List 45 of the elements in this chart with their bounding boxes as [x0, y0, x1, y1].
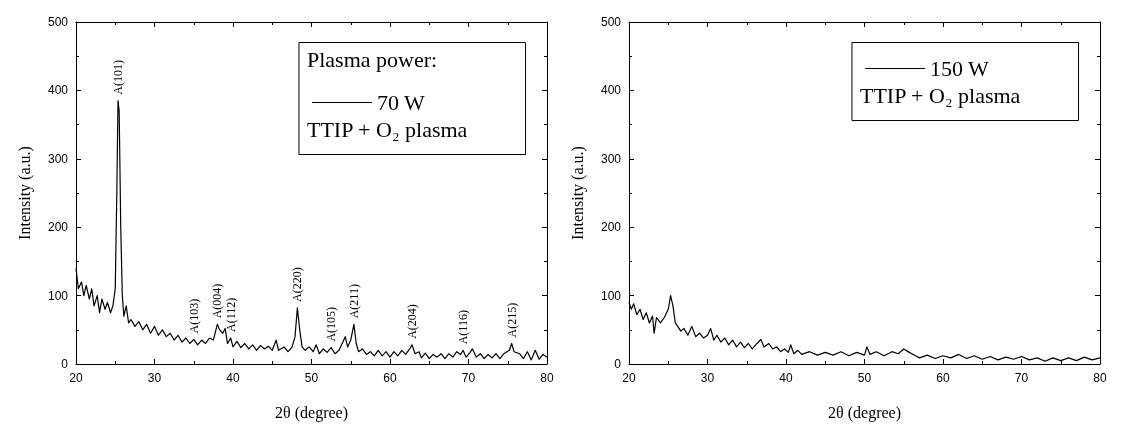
x-tick-label: 80: [1093, 371, 1107, 385]
y-tick-label: 200: [600, 220, 622, 235]
x-tick-label: 40: [226, 371, 240, 385]
annotation: A(101): [111, 59, 125, 95]
x-tick-label: 30: [147, 371, 162, 385]
x-axis-title: 2θ (degree): [275, 403, 348, 422]
y-tick-label: 0: [61, 357, 69, 371]
annotation: TTIP + O₂ plasma: [306, 117, 468, 143]
annotation: A(204): [404, 304, 419, 339]
x-tick-label: 60: [383, 371, 397, 385]
y-tick-label: 500: [47, 15, 69, 29]
x-tick-label: 40: [779, 371, 793, 385]
x-tick-label: 50: [857, 371, 872, 385]
y-tick-label: 500: [600, 15, 622, 29]
annotation: A(116): [456, 310, 471, 345]
annotation: A(220): [290, 267, 305, 302]
x-tick-label: 60: [936, 371, 950, 385]
legend-label: 150 W: [929, 56, 990, 82]
y-tick-label: 100: [600, 288, 622, 303]
annotation: A(103): [186, 298, 201, 334]
y-tick-label: 0: [614, 357, 622, 371]
x-tick-label: 20: [69, 371, 83, 385]
x-tick-label: 70: [461, 371, 476, 385]
x-tick-label: 20: [622, 371, 636, 385]
y-tick-label: 200: [47, 220, 69, 235]
annotation: TTIP + O₂ plasma: [859, 83, 1021, 109]
x-tick-label: 50: [304, 371, 319, 385]
x-tick-label: 70: [1014, 371, 1029, 385]
y-tick-label: 300: [600, 151, 622, 166]
y-axis-title: Intensity (a.u.): [15, 146, 34, 240]
y-tick-label: 300: [47, 151, 69, 166]
y-tick-label: 400: [600, 83, 622, 98]
y-tick-label: 400: [47, 83, 69, 98]
annotation: A(004): [210, 283, 225, 319]
annotation: A(112): [223, 297, 238, 333]
x-axis-title: 2θ (degree): [828, 403, 901, 422]
annotation: A(211): [346, 284, 361, 319]
y-tick-label: 100: [47, 288, 69, 303]
x-tick-label: 80: [540, 371, 554, 385]
legend-label: 70 W: [376, 90, 426, 116]
y-axis-title: Intensity (a.u.): [568, 146, 587, 240]
legend-title: Plasma power:: [306, 47, 438, 73]
annotation: A(215): [504, 302, 519, 338]
x-tick-label: 30: [700, 371, 715, 385]
annotation: A(105): [324, 306, 339, 342]
